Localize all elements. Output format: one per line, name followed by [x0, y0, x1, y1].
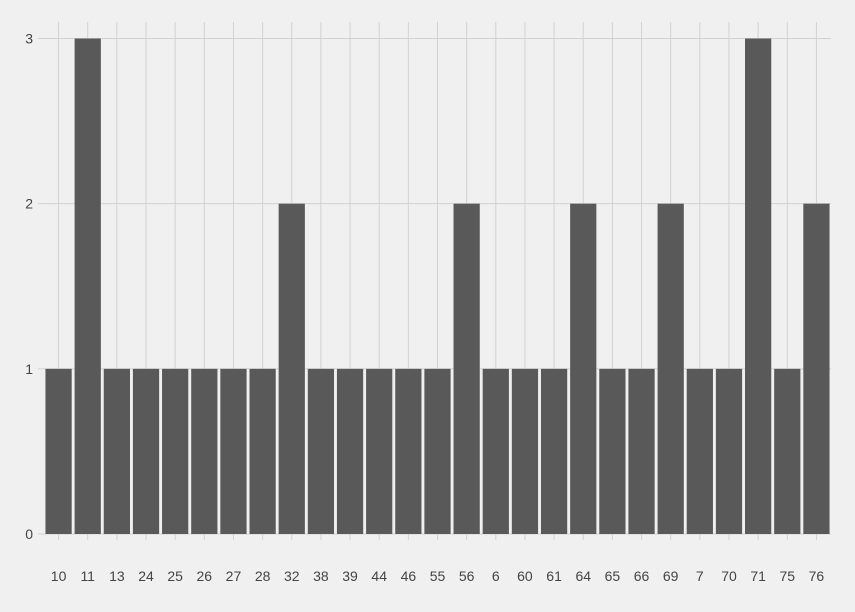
bar-32 [278, 203, 305, 534]
bar-25 [162, 368, 189, 534]
y-tick-label: 0 [25, 526, 33, 542]
bar-27 [220, 368, 247, 534]
bar-7 [686, 368, 713, 534]
x-tick-label: 64 [575, 568, 591, 584]
x-tick-label: 13 [109, 568, 125, 584]
bar-26 [191, 368, 218, 534]
x-tick-label: 56 [459, 568, 475, 584]
bar-70 [715, 368, 743, 534]
x-tick-label: 24 [138, 568, 154, 584]
bar-61 [540, 368, 568, 534]
bar-13 [103, 368, 130, 534]
x-tick-label: 27 [226, 568, 242, 584]
bar-46 [395, 368, 422, 534]
x-tick-label: 71 [750, 568, 766, 584]
x-tick-label: 11 [80, 568, 95, 584]
bar-66 [628, 368, 655, 534]
bar-24 [132, 368, 160, 534]
x-tick-label: 61 [546, 568, 562, 584]
bar-6 [482, 368, 509, 534]
bar-64 [570, 203, 597, 534]
bar-44 [366, 368, 393, 534]
x-tick-label: 46 [401, 568, 417, 584]
x-axis-ticks: 10 11 13 24 25 26 27 28 32 38 39 44 46 55 56 6 60 61 64 65 6… [51, 534, 825, 584]
bar-65 [599, 368, 626, 534]
y-axis-ticks: 0 1 2 3 [25, 31, 44, 542]
x-tick-label: 7 [696, 568, 704, 584]
x-tick-label: 75 [779, 568, 795, 584]
bar-11 [74, 38, 101, 535]
y-tick-label: 3 [25, 31, 33, 47]
bar-38 [307, 368, 335, 534]
x-tick-label: 66 [634, 568, 650, 584]
x-tick-label: 26 [197, 568, 213, 584]
x-tick-label: 28 [255, 568, 271, 584]
bar-10 [45, 368, 72, 534]
bar-39 [336, 368, 364, 534]
bar-76 [803, 203, 830, 534]
bar-28 [249, 368, 276, 534]
x-tick-label: 38 [313, 568, 329, 584]
bar-75 [774, 368, 801, 534]
bar-60 [511, 368, 539, 534]
x-tick-label: 32 [284, 568, 300, 584]
bar-71 [745, 38, 772, 535]
x-tick-label: 6 [492, 568, 500, 584]
x-tick-label: 39 [342, 568, 358, 584]
x-tick-label: 70 [721, 568, 737, 584]
bar-55 [424, 368, 451, 534]
x-tick-label: 44 [371, 568, 387, 584]
bars [45, 38, 830, 535]
x-tick-label: 76 [809, 568, 825, 584]
bar-56 [453, 203, 480, 534]
x-tick-label: 65 [605, 568, 621, 584]
y-tick-label: 1 [25, 361, 33, 377]
x-tick-label: 10 [51, 568, 67, 584]
bar-69 [657, 203, 684, 534]
y-tick-label: 2 [25, 196, 33, 212]
x-tick-label: 25 [167, 568, 183, 584]
x-tick-label: 55 [430, 568, 446, 584]
x-tick-label: 60 [517, 568, 533, 584]
x-tick-label: 69 [663, 568, 679, 584]
